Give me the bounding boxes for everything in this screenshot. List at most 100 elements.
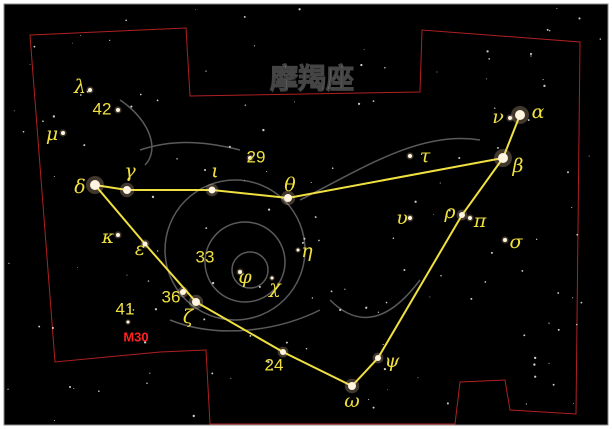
star-label: ι — [211, 160, 218, 182]
faint-star — [599, 38, 602, 40]
star — [88, 88, 92, 92]
star — [123, 186, 131, 194]
star — [90, 180, 100, 190]
faint-star — [548, 362, 550, 364]
star-label: τ — [420, 145, 431, 167]
star — [280, 349, 286, 355]
faint-star — [578, 17, 581, 20]
faint-star — [344, 288, 346, 290]
faint-star — [567, 171, 569, 174]
faint-star — [294, 101, 296, 103]
star — [116, 108, 120, 112]
star-label: υ — [396, 207, 408, 229]
faint-star — [548, 322, 550, 324]
faint-star — [7, 388, 9, 390]
star — [126, 320, 130, 324]
faint-star — [311, 297, 314, 299]
faint-star — [571, 207, 573, 209]
faint-star — [433, 213, 435, 215]
faint-star — [417, 377, 419, 379]
faint-star — [249, 334, 252, 337]
faint-star — [73, 387, 75, 389]
boundary — [29, 27, 581, 425]
faint-star — [267, 360, 270, 364]
faint-star — [490, 251, 493, 254]
faint-star — [203, 318, 206, 321]
faint-star — [139, 93, 142, 96]
faint-star — [305, 347, 308, 350]
faint-star — [529, 52, 533, 56]
star-label: 36 — [162, 287, 181, 306]
faint-star — [205, 227, 208, 229]
faint-star — [340, 65, 343, 68]
faint-star — [271, 368, 273, 370]
faint-star — [383, 367, 387, 371]
faint-star — [535, 238, 538, 241]
faint-star — [86, 90, 89, 93]
faint-star — [488, 58, 491, 60]
faint-star — [446, 402, 449, 405]
faint-star — [525, 403, 527, 405]
faint-star — [149, 372, 151, 374]
faint-star — [53, 419, 55, 422]
faint-star — [440, 274, 442, 277]
star-label: π — [473, 210, 487, 232]
star — [248, 156, 252, 160]
faint-star — [368, 398, 370, 401]
faint-star — [448, 209, 451, 212]
faint-star — [8, 262, 10, 264]
faint-star — [243, 15, 246, 18]
faint-star — [318, 239, 320, 242]
faint-star — [458, 157, 461, 160]
faint-star — [357, 102, 361, 105]
star-label: α — [532, 101, 545, 123]
faint-star — [51, 326, 54, 330]
faint-star — [387, 389, 389, 391]
faint-star — [314, 216, 317, 219]
star — [508, 116, 512, 120]
faint-star — [546, 28, 549, 31]
faint-star — [72, 42, 73, 44]
star — [515, 110, 525, 120]
faint-star — [267, 208, 271, 211]
faint-star — [266, 171, 268, 173]
faint-star — [273, 75, 276, 78]
faint-star — [253, 45, 256, 47]
faint-star — [205, 70, 207, 72]
faint-star — [143, 341, 147, 344]
star-label: λ — [73, 76, 86, 98]
star — [270, 276, 274, 280]
faint-star — [484, 281, 487, 283]
star-label: γ — [124, 160, 136, 182]
faint-star — [301, 241, 304, 244]
star-label: μ — [46, 123, 58, 145]
faint-star — [330, 290, 333, 293]
star — [284, 194, 292, 202]
sky — [3, 3, 609, 426]
faint-star — [439, 182, 441, 184]
star-label: 29 — [247, 147, 266, 166]
faint-star — [549, 30, 551, 32]
star — [238, 270, 242, 274]
star-label: ψ — [385, 350, 401, 372]
constellation-lines — [94, 114, 521, 388]
faint-star — [543, 84, 546, 88]
star-label: ρ — [443, 201, 456, 223]
faint-star — [385, 301, 388, 304]
faint-star — [384, 66, 386, 69]
faint-star — [195, 9, 196, 11]
figure — [119, 99, 481, 332]
faint-star — [130, 105, 133, 108]
faint-star — [486, 50, 489, 53]
faint-star — [151, 195, 155, 199]
star-label: 33 — [196, 247, 215, 266]
star-label: ζ — [183, 306, 195, 328]
faint-star — [382, 343, 384, 346]
faint-star — [214, 175, 217, 178]
faint-star — [176, 158, 178, 160]
star-label: φ — [238, 266, 252, 288]
star — [408, 216, 412, 220]
faint-star — [576, 233, 579, 236]
faint-star — [314, 75, 316, 78]
faint-star — [580, 301, 583, 304]
